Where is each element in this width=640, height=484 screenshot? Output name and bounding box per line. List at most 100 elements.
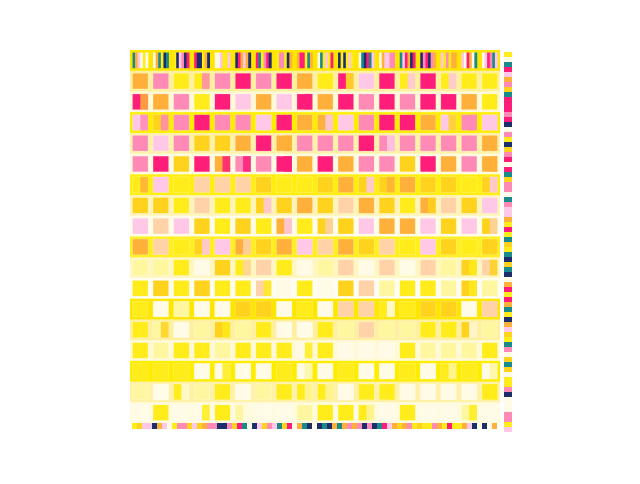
color-tile xyxy=(399,114,416,131)
color-tile xyxy=(193,259,211,276)
color-tile xyxy=(214,176,231,193)
strip-segment xyxy=(482,423,487,429)
strip-segment xyxy=(317,423,322,429)
strip-segment xyxy=(452,423,457,429)
barcode-stripe xyxy=(358,52,362,69)
color-tile xyxy=(173,280,190,297)
tile-fragment xyxy=(448,363,457,380)
barcode-tile xyxy=(440,52,457,69)
color-tile xyxy=(461,238,478,256)
color-tile xyxy=(358,259,375,276)
color-tile xyxy=(419,72,437,90)
color-tile xyxy=(234,280,252,297)
color-tile xyxy=(132,383,149,401)
tile-fragment xyxy=(469,321,477,338)
barcode-stripe xyxy=(402,52,406,69)
strip-segment xyxy=(504,57,512,62)
color-tile xyxy=(296,321,313,338)
strip-segment xyxy=(382,423,387,429)
color-tile xyxy=(358,238,375,256)
strip-segment xyxy=(362,423,367,429)
color-tile xyxy=(419,342,437,359)
color-tile xyxy=(461,135,478,152)
color-tile xyxy=(378,363,396,380)
barcode-stripe xyxy=(217,52,221,69)
color-tile xyxy=(461,197,478,214)
strip-segment xyxy=(504,287,512,292)
barcode-stripe xyxy=(474,52,478,69)
barcode-stripe xyxy=(494,52,498,69)
tile-fragment xyxy=(243,239,251,255)
strip-segment xyxy=(504,352,512,357)
strip-segment xyxy=(504,92,512,97)
strip-segment xyxy=(504,347,512,352)
barcode-stripe xyxy=(327,52,331,69)
color-tile xyxy=(132,321,149,338)
barcode-stripe xyxy=(132,52,136,69)
color-tile xyxy=(214,342,231,359)
barcode-stripe xyxy=(440,52,444,69)
color-tile xyxy=(317,300,334,318)
barcode-tile xyxy=(235,52,252,69)
strip-segment xyxy=(504,87,512,92)
strip-segment xyxy=(504,62,512,67)
barcode-stripe xyxy=(404,52,408,69)
barcode-tile xyxy=(296,52,313,69)
strip-segment xyxy=(337,423,342,429)
strip-segment xyxy=(504,252,512,257)
tile-fragment xyxy=(304,363,313,380)
strip-segment xyxy=(504,172,512,177)
color-tile xyxy=(440,176,457,193)
tile-fragment xyxy=(448,114,457,131)
strip-segment xyxy=(504,257,512,262)
color-tile xyxy=(276,259,293,276)
strip-segment xyxy=(504,362,512,367)
color-tile xyxy=(461,383,478,401)
barcode-stripe xyxy=(492,52,496,69)
strip-segment xyxy=(197,423,202,429)
strip-segment xyxy=(504,162,512,167)
strip-segment xyxy=(287,423,292,429)
strip-segment xyxy=(142,423,147,429)
color-tile xyxy=(152,404,169,421)
color-tile xyxy=(296,217,313,235)
color-tile xyxy=(481,280,498,297)
strip-segment xyxy=(462,423,467,429)
color-tile xyxy=(399,300,416,318)
strip-segment xyxy=(504,402,512,407)
strip-segment xyxy=(192,423,197,429)
color-tile xyxy=(337,114,354,131)
color-tile xyxy=(193,114,211,131)
color-tile xyxy=(317,280,334,297)
barcode-tile xyxy=(132,52,149,69)
color-tile xyxy=(255,259,272,276)
color-tile xyxy=(276,363,293,380)
strip-segment xyxy=(427,423,432,429)
barcode-stripe xyxy=(430,52,434,69)
strip-segment xyxy=(262,423,267,429)
tile-fragment xyxy=(489,176,498,193)
strip-segment xyxy=(504,152,512,157)
color-tile xyxy=(378,321,396,338)
strip-segment xyxy=(504,372,512,377)
barcode-stripe xyxy=(286,52,290,69)
strip-segment xyxy=(504,142,512,147)
color-tile xyxy=(214,300,231,318)
color-tile xyxy=(399,197,416,214)
strip-segment xyxy=(504,237,512,242)
barcode-stripe xyxy=(463,52,467,69)
color-tile xyxy=(296,300,313,318)
barcode-stripe xyxy=(160,52,164,69)
color-tile xyxy=(481,114,498,131)
strip-segment xyxy=(227,423,232,429)
color-tile xyxy=(193,300,211,318)
tile-fragment xyxy=(325,114,334,131)
tile-fragment xyxy=(284,135,292,152)
barcode-stripe xyxy=(453,52,457,69)
tile-fragment xyxy=(469,404,477,421)
color-tile xyxy=(296,135,313,152)
color-tile xyxy=(481,238,498,256)
strip-segment xyxy=(504,212,512,217)
color-tile xyxy=(132,155,149,173)
strip-segment xyxy=(504,307,512,312)
